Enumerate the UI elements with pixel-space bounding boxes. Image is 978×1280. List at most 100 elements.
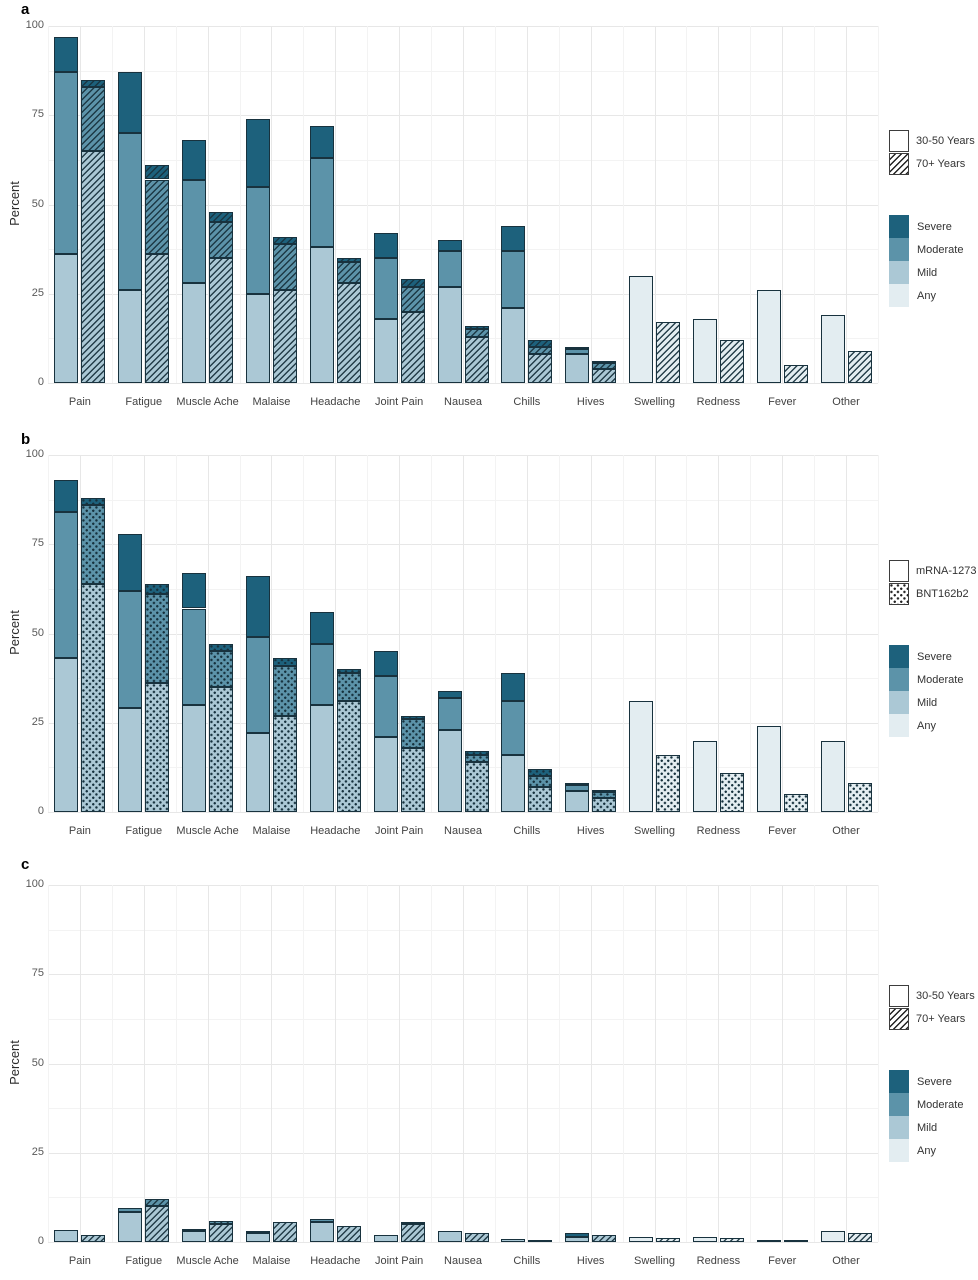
bar-chills-moderate: [528, 347, 553, 355]
x-label-headache: Headache: [310, 1255, 361, 1267]
legend-label-mild: Mild: [917, 1122, 938, 1134]
bar-muscle-ache-severe: [182, 140, 207, 180]
legend-label-30-50-years: 30-50 Years: [916, 135, 975, 147]
gridline-v-4: [335, 26, 337, 383]
bar-nausea-severe: [464, 325, 489, 330]
bar-joint-pain-severe: [373, 651, 398, 677]
bar-pain-moderate: [54, 512, 79, 659]
bar-joint-pain-mild: [400, 311, 425, 383]
legend-swatch-moderate: [889, 668, 909, 691]
bar-headache-mild: [309, 1222, 334, 1242]
y-axis-label: Percent: [6, 609, 22, 655]
bar-headache-moderate: [336, 672, 361, 702]
panel-letter-a: a: [21, 1, 30, 18]
bar-joint-pain-moderate: [400, 719, 425, 748]
bar-muscle-ache-mild: [209, 1224, 234, 1242]
bar-swelling-any: [656, 322, 681, 383]
gridline-v-minor: [814, 26, 816, 383]
legend-swatch-mild: [889, 261, 909, 284]
bar-joint-pain-severe: [373, 233, 398, 259]
gridline-v-minor: [622, 455, 624, 812]
panel-a: a 0 25 50 75 100 Percent Pain Fatigue Muscle Ache…: [0, 0, 978, 430]
bar-muscle-ache-moderate: [182, 179, 207, 284]
bar-swelling-any: [629, 701, 654, 812]
bar-malaise-mild: [245, 733, 270, 812]
bar-malaise-mild: [245, 293, 270, 383]
bar-swelling-any: [656, 754, 681, 812]
gridline-v-minor: [431, 26, 433, 383]
bar-headache-mild: [309, 704, 334, 812]
y-tick-label-25: 25: [31, 286, 44, 299]
gridline-v-minor: [558, 455, 560, 812]
bar-malaise-moderate: [245, 1231, 270, 1234]
bar-joint-pain-mild: [400, 747, 425, 812]
bar-hives-severe: [565, 783, 590, 786]
bar-malaise-moderate: [245, 637, 270, 734]
gridline-v-2: [207, 26, 209, 383]
bar-pain-mild: [54, 1229, 79, 1242]
panel-c: c 0 25 50 75 100 Percent Pain Fatigue Muscle Ache…: [0, 855, 978, 1280]
bar-headache-mild: [336, 701, 361, 812]
gridline-v-minor: [686, 26, 688, 383]
bar-headache-severe: [336, 258, 361, 262]
legend-label-moderate: Moderate: [917, 1099, 964, 1111]
gridline-v-minor: [175, 26, 177, 383]
bar-headache-severe: [336, 669, 361, 673]
x-label-hives: Hives: [576, 396, 605, 408]
bar-muscle-ache-severe: [209, 211, 234, 223]
legend-label-moderate: Moderate: [917, 244, 964, 256]
gridline-v-minor: [878, 26, 879, 383]
gridline-v-minor: [303, 885, 305, 1242]
bar-headache-severe: [309, 612, 334, 645]
gridline-h-0: [48, 1242, 878, 1243]
panel-letter-c: c: [21, 856, 30, 873]
bar-nausea-severe: [437, 690, 462, 698]
x-label-nausea: Nausea: [444, 825, 482, 837]
bar-muscle-ache-mild: [209, 258, 234, 383]
bar-fatigue-moderate: [145, 179, 170, 255]
x-label-hives: Hives: [576, 825, 605, 837]
bar-pain-severe: [81, 79, 106, 87]
legend-swatch-mild: [889, 1116, 909, 1139]
bar-headache-moderate: [336, 261, 361, 284]
x-label-chills: Chills: [513, 825, 541, 837]
bar-muscle-ache-mild: [182, 1231, 207, 1242]
gridline-v-1: [143, 885, 145, 1242]
gridline-v-minor: [48, 26, 49, 383]
legend-swatch-any: [889, 714, 909, 737]
legend-swatch-severe: [889, 215, 909, 238]
bar-hives-severe: [592, 361, 617, 364]
bar-hives-moderate: [592, 792, 617, 798]
bar-fever-any: [756, 1240, 781, 1242]
bar-nausea-moderate: [437, 250, 462, 287]
gridline-v-minor: [48, 455, 49, 812]
gridline-v-8: [590, 455, 592, 812]
bar-joint-pain-moderate: [400, 1222, 425, 1225]
bar-malaise-moderate: [272, 243, 297, 291]
bar-redness-any: [719, 340, 744, 383]
gridline-v-0: [79, 885, 81, 1242]
legend-label-severe: Severe: [917, 221, 952, 233]
gridline-v-minor: [558, 26, 560, 383]
bar-headache-mild: [309, 247, 334, 383]
bar-chills-mild: [501, 754, 526, 812]
legend-swatch-severe: [889, 1070, 909, 1093]
y-tick-label-100: 100: [25, 448, 44, 460]
x-label-joint-pain: Joint Pain: [374, 825, 424, 837]
bar-joint-pain-moderate: [373, 676, 398, 738]
bar-chills-mild: [528, 1240, 553, 1242]
bar-other-any: [847, 350, 872, 383]
bar-redness-any: [692, 318, 717, 383]
bar-muscle-ache-mild: [182, 283, 207, 383]
bar-nausea-severe: [464, 751, 489, 755]
gridline-v-10: [718, 26, 720, 383]
bar-redness-any: [692, 740, 717, 812]
legend-label-severe: Severe: [917, 651, 952, 663]
bar-other-any: [820, 315, 845, 383]
x-label-joint-pain: Joint Pain: [374, 396, 424, 408]
y-tick-label-25: 25: [31, 1145, 44, 1158]
bar-muscle-ache-mild: [182, 704, 207, 812]
x-label-redness: Redness: [696, 396, 741, 408]
bar-swelling-any: [656, 1238, 681, 1242]
bar-hives-severe: [592, 790, 617, 793]
